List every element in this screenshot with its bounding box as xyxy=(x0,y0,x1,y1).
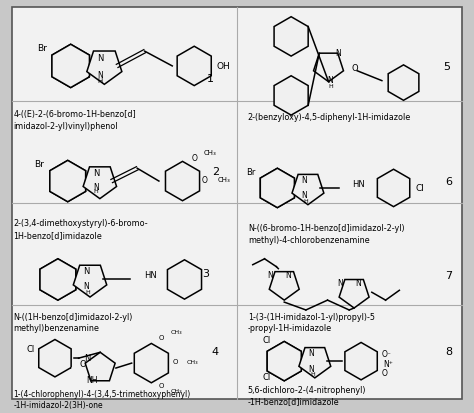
Polygon shape xyxy=(345,343,377,380)
Text: H: H xyxy=(86,289,91,294)
Text: 2: 2 xyxy=(212,167,219,177)
Text: H: H xyxy=(98,78,103,83)
Text: N: N xyxy=(308,348,314,357)
Text: CH₃: CH₃ xyxy=(204,149,217,155)
Text: O: O xyxy=(158,382,164,388)
Text: O: O xyxy=(201,175,207,184)
Text: N: N xyxy=(83,281,89,290)
Text: H: H xyxy=(303,199,309,204)
Text: N: N xyxy=(301,175,307,184)
Text: CH₃: CH₃ xyxy=(171,329,183,334)
Polygon shape xyxy=(313,54,344,83)
Text: HN: HN xyxy=(352,179,365,188)
Polygon shape xyxy=(52,45,90,88)
Text: 4-((E)-2-(6-bromo-1H-benzo[d]
imidazol-2-yl)vinyl)phenol: 4-((E)-2-(6-bromo-1H-benzo[d] imidazol-2… xyxy=(14,110,137,131)
Text: 1-(4-chlorophenyl)-4-(3,4,5-trimethoxyphenyl)
-1H-imidazol-2(3H)-one: 1-(4-chlorophenyl)-4-(3,4,5-trimethoxyph… xyxy=(14,389,191,409)
Text: 5,6-dichloro-2-(4-nitrophenyl)
-1H-benzo[d]imidazole: 5,6-dichloro-2-(4-nitrophenyl) -1H-benzo… xyxy=(248,385,366,405)
Text: N: N xyxy=(301,191,307,200)
Text: N⁺: N⁺ xyxy=(383,359,393,368)
Text: N-((6-bromo-1H-benzo[d]imidazol-2-yl)
methyl)-4-chlorobenzenamine: N-((6-bromo-1H-benzo[d]imidazol-2-yl) me… xyxy=(248,224,404,244)
Text: Br: Br xyxy=(246,167,255,176)
Text: O: O xyxy=(351,64,358,73)
Text: N: N xyxy=(83,266,89,275)
Text: N: N xyxy=(355,278,361,287)
Text: O: O xyxy=(382,368,388,377)
Text: O: O xyxy=(172,358,178,364)
Text: 8: 8 xyxy=(445,347,452,356)
Text: CH₃: CH₃ xyxy=(218,177,230,183)
Polygon shape xyxy=(40,259,76,300)
Text: O: O xyxy=(79,359,86,368)
Polygon shape xyxy=(260,169,294,208)
Polygon shape xyxy=(260,169,294,208)
Polygon shape xyxy=(134,344,168,383)
Text: OH: OH xyxy=(217,62,230,71)
Text: N: N xyxy=(308,364,314,373)
Polygon shape xyxy=(274,76,308,116)
Text: Br: Br xyxy=(34,159,44,169)
Polygon shape xyxy=(267,342,301,381)
Text: O: O xyxy=(191,154,197,163)
Text: N: N xyxy=(337,278,343,287)
Polygon shape xyxy=(87,52,122,85)
Text: H: H xyxy=(328,84,333,89)
Polygon shape xyxy=(83,167,117,199)
Text: 5: 5 xyxy=(443,62,450,72)
Text: N-((1H-benzo[d]imidazol-2-yl)
methyl)benzenamine: N-((1H-benzo[d]imidazol-2-yl) methyl)ben… xyxy=(14,312,133,332)
Text: N: N xyxy=(97,53,104,62)
Text: 2-(3,4-dimethoxystyryl)-6-bromo-
1H-benzo[d]imidazole: 2-(3,4-dimethoxystyryl)-6-bromo- 1H-benz… xyxy=(14,219,148,239)
Text: CH₃: CH₃ xyxy=(171,388,183,393)
Text: O⁻: O⁻ xyxy=(382,349,392,358)
Text: N: N xyxy=(93,183,99,192)
Text: 6: 6 xyxy=(445,177,452,187)
Text: N: N xyxy=(84,353,91,362)
Polygon shape xyxy=(52,45,90,88)
Text: CH₃: CH₃ xyxy=(187,359,199,364)
Text: 3: 3 xyxy=(202,268,209,278)
Text: 2-(benzyloxy)-4,5-diphenyl-1H-imidazole: 2-(benzyloxy)-4,5-diphenyl-1H-imidazole xyxy=(248,113,411,122)
Text: Cl: Cl xyxy=(26,344,35,354)
Polygon shape xyxy=(39,339,71,377)
Text: 7: 7 xyxy=(445,270,452,280)
Text: Cl: Cl xyxy=(415,184,424,193)
Polygon shape xyxy=(50,161,86,202)
Text: 1-(3-(1H-imidazol-1-yl)propyl)-5
-propyl-1H-imidazole: 1-(3-(1H-imidazol-1-yl)propyl)-5 -propyl… xyxy=(248,312,375,332)
Polygon shape xyxy=(388,66,419,101)
Text: N: N xyxy=(336,48,341,57)
Polygon shape xyxy=(73,266,107,297)
Text: N: N xyxy=(268,271,273,279)
Polygon shape xyxy=(85,352,115,381)
Polygon shape xyxy=(299,348,331,378)
Polygon shape xyxy=(167,260,201,299)
Text: N: N xyxy=(93,168,99,177)
Text: N: N xyxy=(98,71,103,80)
Text: Br: Br xyxy=(37,44,47,53)
Text: O: O xyxy=(158,334,164,340)
Text: H: H xyxy=(310,372,315,377)
Text: Cl: Cl xyxy=(262,373,271,382)
Polygon shape xyxy=(292,175,324,205)
Text: H: H xyxy=(93,189,98,194)
Polygon shape xyxy=(50,161,86,202)
Polygon shape xyxy=(274,18,308,57)
Polygon shape xyxy=(177,47,211,86)
Text: Cl: Cl xyxy=(262,335,271,344)
Polygon shape xyxy=(165,162,200,201)
Polygon shape xyxy=(267,342,301,381)
Polygon shape xyxy=(377,170,410,207)
Polygon shape xyxy=(339,280,369,308)
Text: NH: NH xyxy=(87,375,98,385)
Text: N: N xyxy=(328,76,333,85)
Text: 1: 1 xyxy=(207,74,214,83)
Text: HN: HN xyxy=(144,271,157,279)
Text: 4: 4 xyxy=(212,347,219,356)
Polygon shape xyxy=(269,272,299,300)
Text: N: N xyxy=(285,271,291,279)
Polygon shape xyxy=(40,259,76,300)
